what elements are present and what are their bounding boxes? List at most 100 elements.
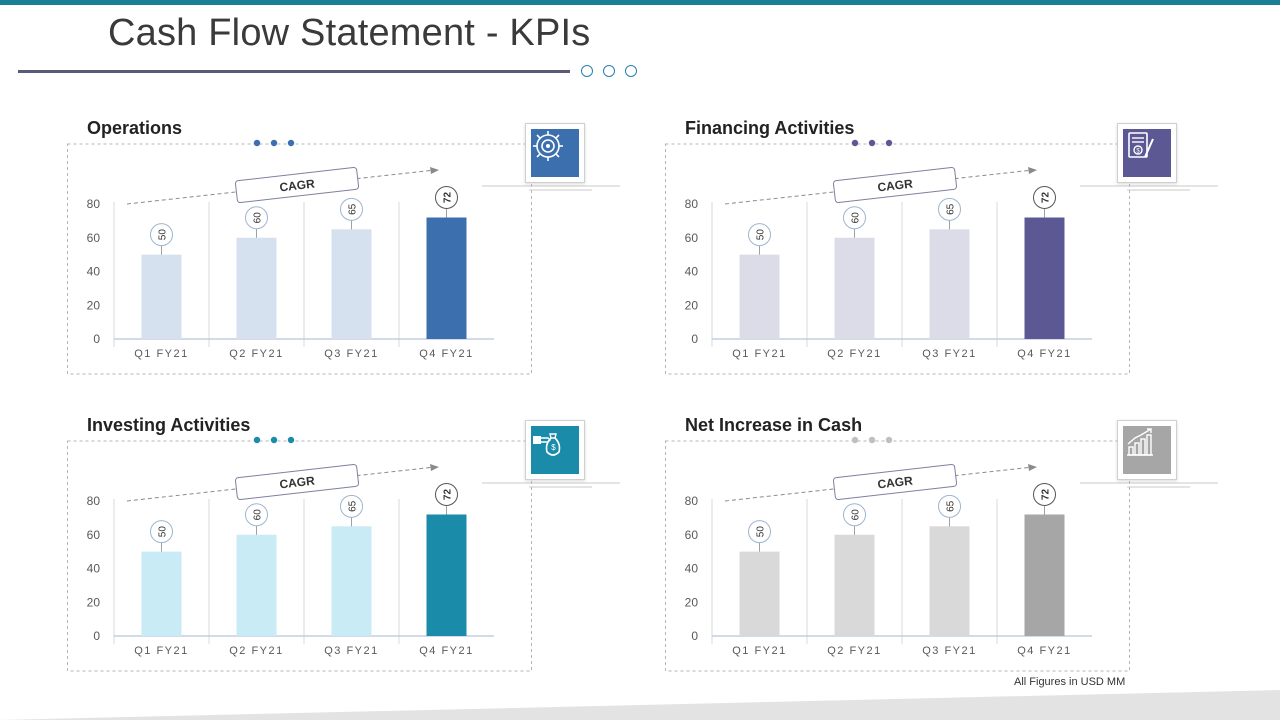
y-tick-label: 20 [87, 595, 101, 609]
cagr-arrowhead [1028, 464, 1037, 471]
cagr-label: CAGR [877, 177, 914, 195]
bar [141, 551, 182, 636]
y-tick-label: 0 [93, 629, 100, 643]
data-label: 65 [946, 500, 957, 512]
svg-text:$: $ [1136, 149, 1140, 155]
data-label: 50 [756, 526, 767, 538]
bar [426, 217, 467, 339]
bar [929, 526, 970, 636]
cagr-arrowhead [430, 464, 439, 471]
panel-investing-activities: Investing Activities 0 20 40 60 80 50 Q1 FY21 6… [67, 415, 667, 705]
data-label-bubble [150, 223, 173, 247]
panel-title: Net Increase in Cash [685, 415, 863, 435]
bar [929, 229, 970, 339]
chart-investing-activities: 0 20 40 60 80 50 Q1 FY21 60 Q2 FY21 65 Q3 FY21 72 Q4… [67, 436, 620, 672]
data-label-bubble [1033, 483, 1056, 506]
y-tick-label: 20 [87, 298, 101, 312]
decorative-dot [270, 436, 278, 444]
y-tick-label: 40 [685, 265, 699, 279]
data-label: 60 [253, 212, 264, 224]
y-tick-label: 60 [685, 231, 699, 245]
bar [834, 534, 875, 636]
data-label-bubble [435, 483, 458, 506]
bar [739, 254, 780, 339]
data-label: 65 [348, 203, 359, 215]
y-tick-label: 80 [685, 494, 699, 508]
bar [331, 229, 372, 339]
gear-icon [533, 131, 563, 161]
y-tick-label: 20 [685, 595, 699, 609]
icon-background: $ [531, 426, 579, 474]
data-label: 50 [756, 229, 767, 241]
x-tick-label: Q4 FY21 [419, 645, 474, 657]
data-label: 50 [158, 526, 169, 538]
panel-title: Investing Activities [87, 415, 251, 435]
x-tick-label: Q2 FY21 [827, 348, 882, 360]
cagr-box-frame [234, 166, 360, 204]
data-label: 50 [158, 229, 169, 241]
x-tick-label: Q3 FY21 [324, 645, 379, 657]
cagr-box: CAGR [832, 463, 958, 501]
x-tick-label: Q1 FY21 [732, 645, 787, 657]
x-tick-label: Q1 FY21 [134, 645, 189, 657]
panel-title: Financing Activities [685, 118, 855, 138]
panel-frame [67, 440, 532, 672]
y-tick-label: 0 [93, 332, 100, 346]
title-dot-3 [625, 65, 637, 77]
bar [331, 526, 372, 636]
bar [834, 237, 875, 339]
decorative-dot [868, 436, 876, 444]
cagr-box-frame [832, 463, 958, 501]
data-label-bubble [435, 186, 458, 209]
data-label: 72 [443, 489, 454, 501]
x-tick-label: Q1 FY21 [134, 348, 189, 360]
bar [739, 551, 780, 636]
decorative-dot [851, 139, 859, 147]
bar [1024, 217, 1065, 339]
data-label-bubble [938, 197, 961, 221]
panel-operations: Operations 0 20 40 60 80 50 Q1 FY21 60 Q2 FY21 65… [67, 118, 667, 408]
bar [236, 237, 277, 339]
y-tick-label: 20 [685, 298, 699, 312]
y-tick-label: 80 [87, 494, 101, 508]
icon-box [525, 123, 585, 183]
panel-financing-activities: Financing Activities 0 20 40 60 80 50 Q1 FY21 6… [665, 118, 1265, 408]
panel-net-increase-in-cash: Net Increase in Cash 0 20 40 60 80 50 Q1 FY21 6… [665, 415, 1265, 705]
data-label: 60 [851, 212, 862, 224]
data-label: 72 [1041, 192, 1052, 204]
decorative-dot [270, 139, 278, 147]
icon-background [531, 129, 579, 177]
decorative-dot [253, 436, 261, 444]
money-bag-hand-icon: $ [533, 433, 561, 456]
data-label-bubble [748, 520, 771, 544]
x-tick-label: Q4 FY21 [1017, 645, 1072, 657]
panel-title: Operations [87, 118, 183, 138]
y-tick-label: 80 [685, 197, 699, 211]
chart-operations: 0 20 40 60 80 50 Q1 FY21 60 Q2 FY21 65 Q3 FY21 72 Q4… [67, 139, 620, 375]
footnote: All Figures in USD MM [1014, 676, 1126, 688]
data-label-bubble [1033, 186, 1056, 209]
chart-financing-activities: 0 20 40 60 80 50 Q1 FY21 60 Q2 FY21 65 Q3 FY21 72 Q4… [665, 139, 1218, 375]
cagr-box-frame [234, 463, 360, 501]
y-tick-label: 40 [87, 265, 101, 279]
y-tick-label: 80 [87, 197, 101, 211]
bar [236, 534, 277, 636]
data-label-bubble [340, 197, 363, 221]
x-tick-label: Q2 FY21 [229, 645, 284, 657]
cagr-box: CAGR [234, 166, 360, 204]
cagr-arrowhead [1028, 167, 1037, 174]
bar [141, 254, 182, 339]
cagr-box: CAGR [832, 166, 958, 204]
top-accent-bar [0, 0, 1280, 5]
decorative-dot [885, 139, 893, 147]
decorative-dot [287, 436, 295, 444]
icon-background [1123, 426, 1171, 474]
data-label-bubble [843, 206, 866, 230]
x-tick-label: Q1 FY21 [732, 348, 787, 360]
title-dot-2 [603, 65, 615, 77]
panel-frame [665, 440, 1130, 672]
icon-box: $ [525, 420, 585, 480]
x-tick-label: Q3 FY21 [324, 348, 379, 360]
decorative-dot [868, 139, 876, 147]
cagr-label: CAGR [279, 474, 316, 492]
